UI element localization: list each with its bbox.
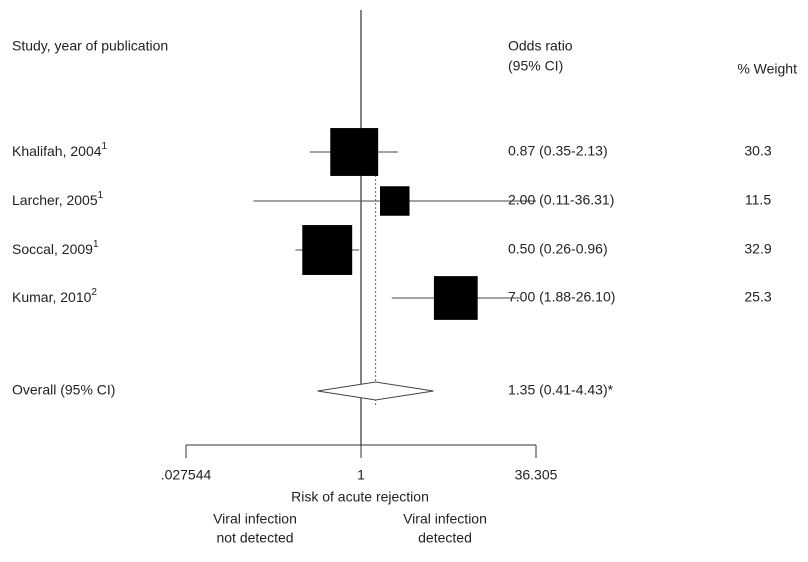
or-label: 0.50 (0.26-0.96) — [508, 241, 608, 257]
overall-diamond — [317, 381, 434, 401]
weight-header: % Weight — [737, 61, 797, 77]
or-header: Odds ratio — [508, 38, 573, 54]
study-label: Larcher, 20051 — [12, 190, 104, 208]
weight-label: 32.9 — [744, 241, 771, 257]
overall-or-label: 1.35 (0.41-4.43)* — [508, 382, 614, 398]
x-tick-label: .027544 — [161, 467, 212, 483]
weight-box — [433, 276, 478, 320]
right-note: detected — [418, 530, 472, 546]
weight-label: 11.5 — [745, 192, 771, 208]
or-label: 0.87 (0.35-2.13) — [508, 143, 608, 159]
study-name: Khalifah, 2004 — [12, 143, 102, 159]
study-name: Kumar, 2010 — [12, 289, 92, 305]
x-tick-label: 1 — [357, 467, 365, 483]
weight-box — [302, 225, 353, 275]
weight-box — [330, 128, 379, 176]
weight-label: 25.3 — [744, 289, 771, 305]
study-name: Soccal, 2009 — [12, 241, 93, 257]
study-ref: 1 — [98, 190, 104, 201]
weight-label: 30.3 — [744, 143, 771, 159]
study-name: Larcher, 2005 — [12, 192, 98, 208]
right-note: Viral infection — [403, 511, 487, 527]
ci-header: (95% CI) — [508, 58, 563, 74]
x-tick-label: 36.305 — [515, 467, 558, 483]
left-note: not detected — [216, 530, 293, 546]
study-ref: 1 — [93, 239, 99, 250]
left-note: Viral infection — [213, 511, 297, 527]
or-label: 2.00 (0.11-36.31) — [508, 192, 614, 208]
study-header: Study, year of publication — [12, 38, 168, 54]
study-ref: 1 — [102, 141, 108, 152]
study-label: Khalifah, 20041 — [12, 141, 108, 159]
study-label: Soccal, 20091 — [12, 239, 99, 257]
x-axis-label: Risk of acute rejection — [291, 489, 429, 505]
or-label: 7.00 (1.88-26.10) — [508, 289, 615, 305]
overall-label: Overall (95% CI) — [12, 382, 115, 398]
weight-box — [380, 186, 410, 216]
study-ref: 2 — [91, 287, 97, 298]
study-label: Kumar, 20102 — [12, 287, 97, 305]
